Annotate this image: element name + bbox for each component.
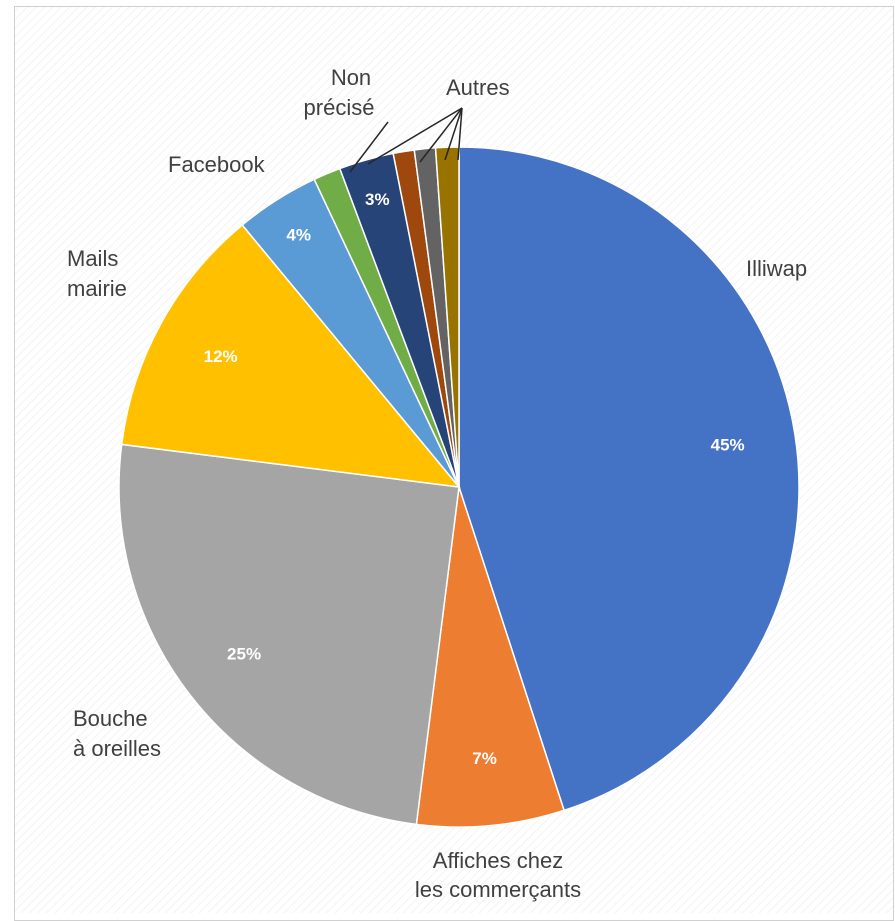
- label-affiches-line1: Affiches chez: [433, 848, 563, 873]
- label-non-precise-line1: Non: [331, 65, 371, 90]
- label-affiches-line2: les commerçants: [415, 877, 581, 902]
- leader-lines: [349, 107, 463, 173]
- leader-autres-1: [367, 107, 463, 165]
- category-labels: Illiwap Affiches chez les commerçants Bo…: [67, 65, 807, 902]
- leader-non-precise: [349, 121, 389, 173]
- pie-slices: [118, 146, 800, 828]
- slice-value-label-1: 7%: [472, 749, 497, 768]
- value-labels: 45% 7% 25% 12% 4% 3%: [204, 190, 745, 768]
- pie-slice-3: [120, 223, 461, 488]
- leader-autres-3: [444, 107, 463, 161]
- label-illiwap: Illiwap: [746, 256, 807, 281]
- slice-value-label-3: 12%: [204, 347, 238, 366]
- leader-autres-2: [419, 107, 463, 163]
- label-mails-line1: Mails: [67, 246, 118, 271]
- slice-value-label-2: 25%: [227, 645, 261, 664]
- slice-value-label-6: 3%: [365, 190, 390, 209]
- pie-slice-0: [458, 146, 800, 812]
- slice-value-label-0: 45%: [711, 435, 745, 454]
- label-bouche-line2: à oreilles: [73, 736, 161, 761]
- label-facebook: Facebook: [168, 152, 266, 177]
- label-autres: Autres: [446, 75, 510, 100]
- label-non-precise-line2: précisé: [304, 95, 375, 120]
- pie-slice-1: [415, 486, 566, 828]
- label-mails-line2: mairie: [67, 276, 127, 301]
- slice-value-label-4: 4%: [286, 225, 311, 244]
- label-bouche-line1: Bouche: [73, 706, 148, 731]
- leader-autres-4: [457, 107, 463, 161]
- pie-slice-2: [118, 443, 460, 826]
